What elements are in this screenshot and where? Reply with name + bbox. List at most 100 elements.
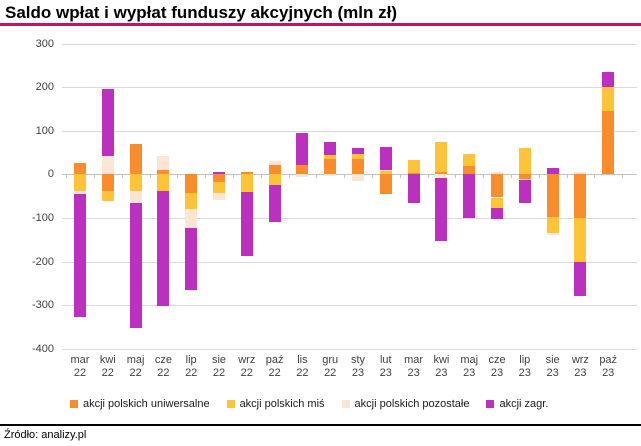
x-axis-tick [177,174,179,179]
bar-segment [435,171,448,175]
bar-segment [324,158,337,175]
x-axis-label: paź 22 [265,354,284,379]
bar-segment [518,148,531,175]
x-axis-tick [455,174,457,179]
bar-segment [574,174,587,219]
bar-segment [185,228,198,290]
bar-segment [185,174,198,193]
x-axis-label: wrz 23 [571,354,589,379]
legend-marker-icon [341,400,350,408]
legend-label: akcji polskich pozostałe [354,398,470,410]
x-axis-label: maj 22 [126,354,145,379]
bar-segment [379,174,392,195]
bar-segment [463,166,476,175]
legend-label: akcji polskich miś [239,398,325,410]
x-axis-tick [538,174,540,179]
x-axis-label: mar 22 [70,354,90,379]
x-axis-label: maj 23 [460,354,479,379]
x-axis-tick [371,174,373,179]
legend-item: akcji polskich miś [226,398,325,410]
bar-segment [407,160,420,173]
bar-segment [463,154,476,167]
footer-divider [0,424,641,426]
title-underline [0,23,641,26]
bar-segment [240,172,253,175]
x-axis-label: cze 22 [154,354,172,379]
x-axis-tick [399,174,401,179]
bar-segment [546,232,559,235]
y-tick-label: -300 [31,299,54,312]
legend-label: akcji polskich uniwersalne [83,398,210,410]
bar-segment [407,172,420,175]
bar-segment [324,174,337,177]
bar-segment [157,170,170,175]
bar-segment [213,192,225,201]
x-axis-tick [66,174,68,179]
legend-item: akcji polskich pozostałe [341,398,470,410]
bar-segment [74,163,86,175]
bar-segment [268,185,281,223]
x-axis-label: paź 23 [599,354,618,379]
bar-segment [268,160,281,166]
bar-segment [518,180,531,203]
bar-segment [574,218,587,263]
bar-segment [352,153,364,159]
bar-segment [268,165,281,175]
x-axis-tick [232,174,234,179]
bar-segment [574,262,587,297]
x-axis-tick [205,174,207,179]
x-axis-label: gru 22 [322,354,339,379]
bar-segment [296,174,309,177]
bar-segment [101,88,114,157]
bar-segment [546,216,559,233]
bar-segment [324,155,337,159]
legend-marker-icon [486,400,495,408]
gridline [62,261,637,263]
bar-segment [268,174,281,186]
bar-segment [491,197,503,208]
bar-segment [185,192,198,210]
x-axis-line [62,174,637,176]
bar-segment [491,174,503,198]
source-caption: Źródło: analizy.pl [4,429,87,441]
bar-segment [546,167,559,175]
bar-segment [518,174,531,179]
y-tick-label: -200 [31,255,54,268]
gridline [62,130,637,132]
x-axis-tick [510,174,512,179]
x-axis-tick [316,174,318,179]
y-tick-label: 0 [47,168,54,181]
gridline [62,305,637,307]
y-tick-label: -400 [31,342,54,355]
bar-segment [574,171,587,175]
bar-segment [74,174,86,191]
bar-segment [74,194,86,318]
gridline [62,87,637,89]
bar-segment [602,111,615,175]
x-axis-tick [427,174,429,179]
x-axis-tick [483,174,485,179]
y-tick-label: 200 [35,81,54,94]
bar-segment [379,146,392,170]
x-axis-label: lip 22 [185,354,198,379]
x-axis-label: wrz 22 [238,354,256,379]
bar-segment [407,174,420,204]
bar-segment [602,87,615,112]
legend-item: akcji zagr. [486,398,548,410]
bar-segment [463,174,476,219]
x-axis-tick [594,174,596,179]
bar-segment [324,142,337,156]
bar-segment [435,174,448,179]
x-axis-tick [622,174,624,179]
x-axis-label: kwi 22 [99,354,116,379]
bar-segment [546,174,559,217]
bar-segment [379,169,392,171]
legend-item: akcji polskich uniwersalne [70,398,210,410]
x-axis-label: mar 23 [404,354,424,379]
bar-segment [491,207,503,220]
bar-segment [101,156,114,175]
bar-segment [129,143,142,175]
x-axis-tick [93,174,95,179]
bar-segment [602,72,615,88]
